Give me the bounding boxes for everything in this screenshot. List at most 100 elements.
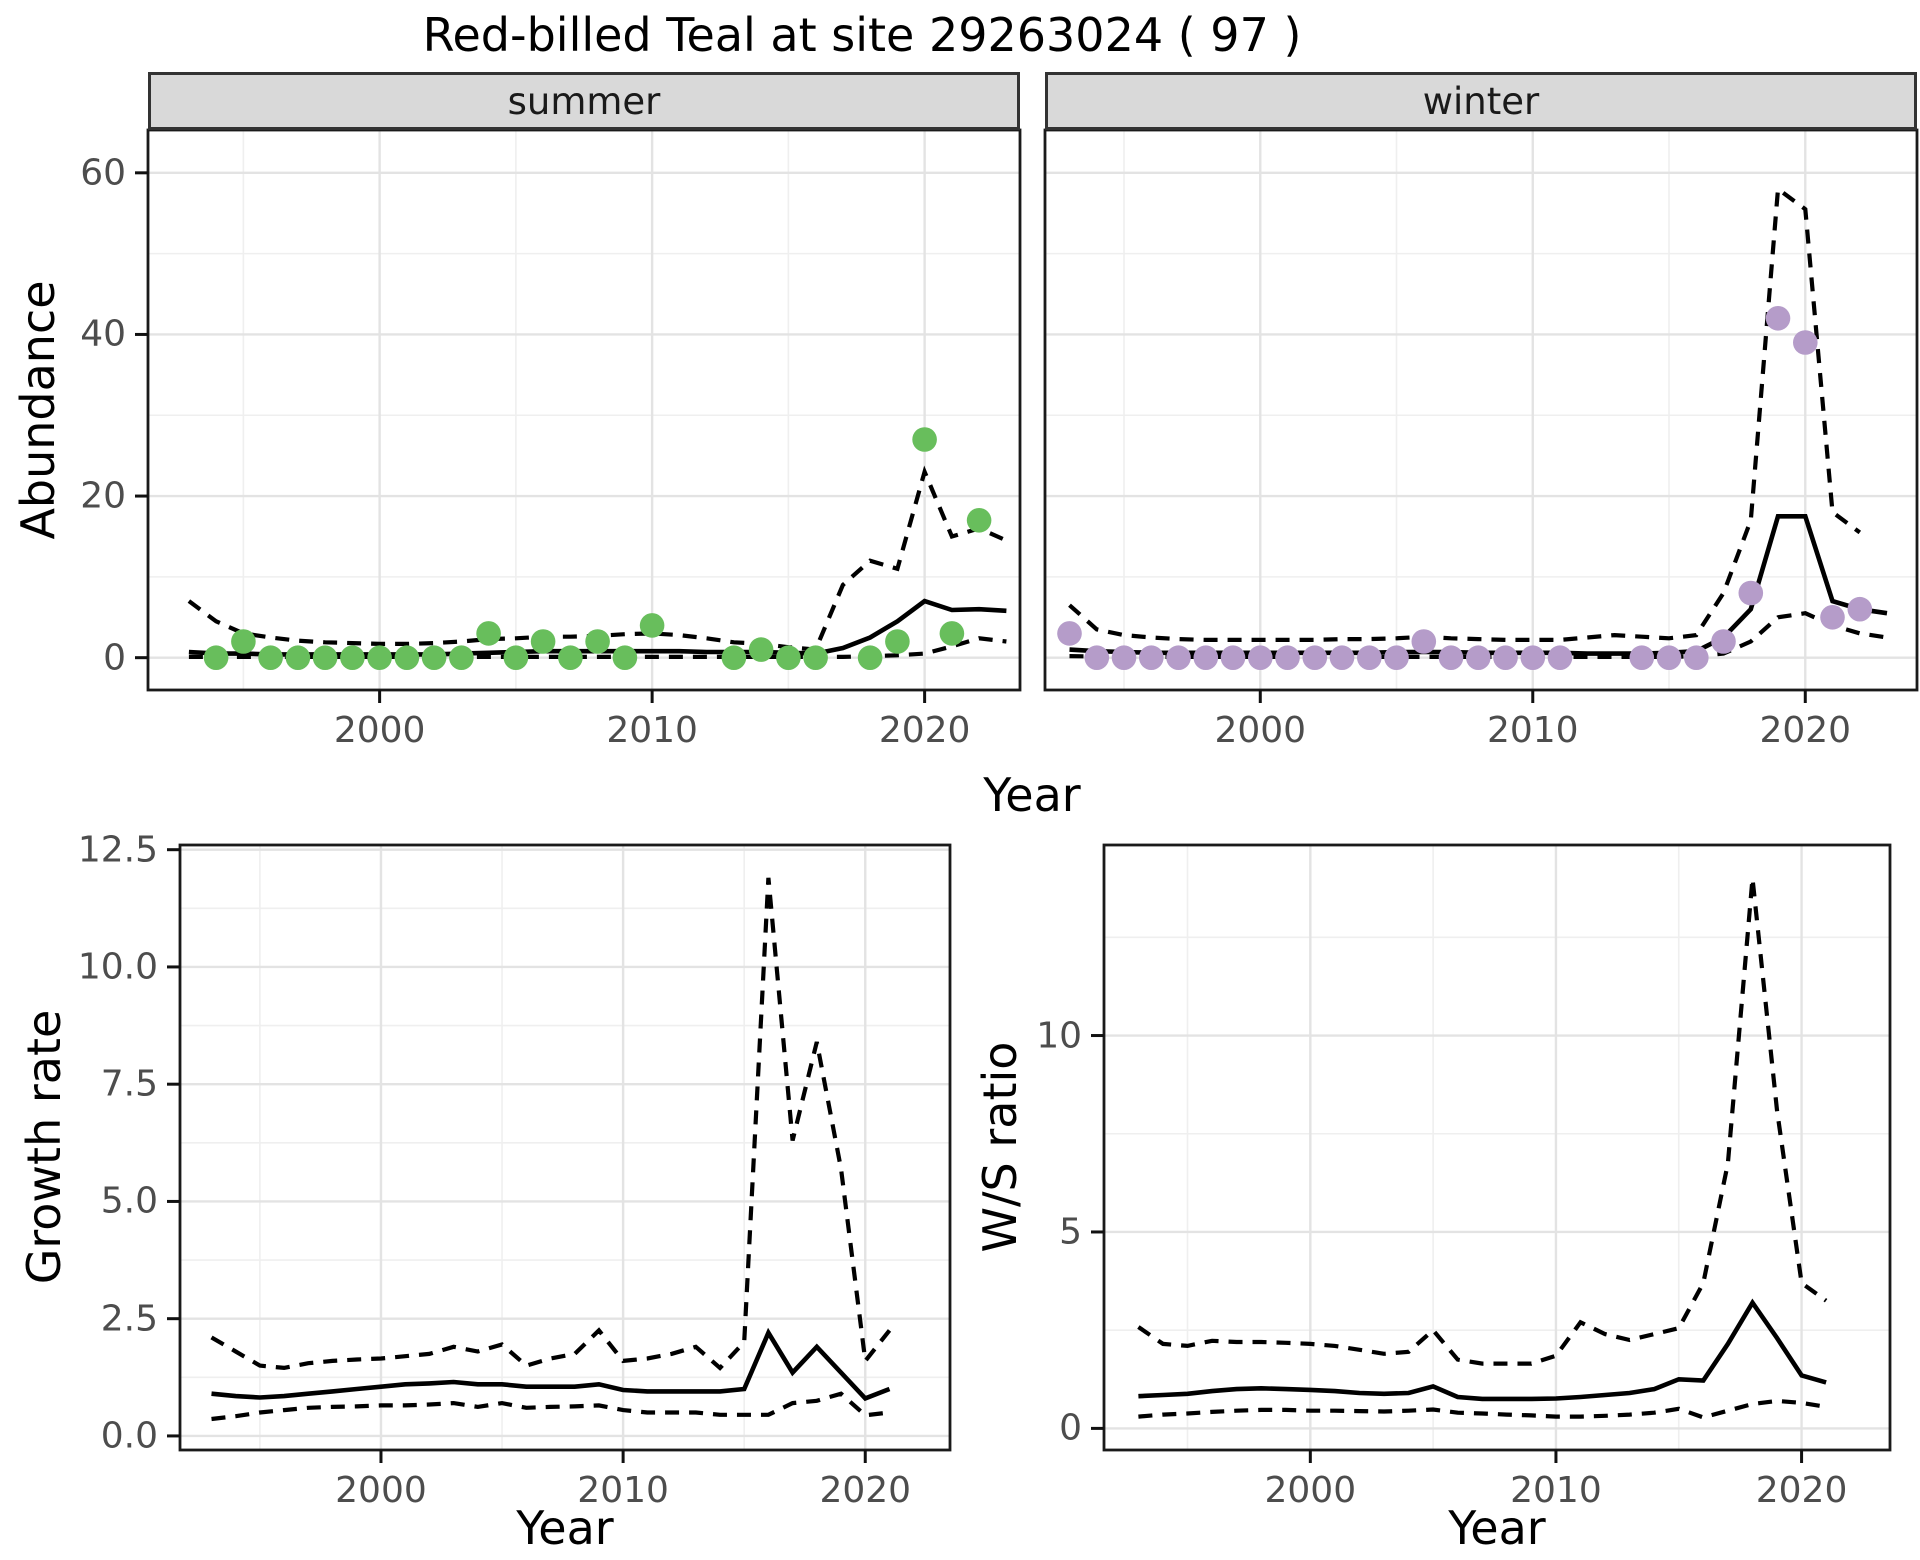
data-point	[1139, 645, 1164, 670]
data-point	[1656, 645, 1682, 670]
series-line-upper_ci	[187, 465, 1008, 652]
facet-label-summer: summer	[507, 79, 661, 123]
data-point	[285, 645, 311, 670]
data-point	[1275, 645, 1300, 670]
panel-ws	[1091, 843, 1892, 1463]
y-tick-label: 40	[80, 313, 126, 355]
data-point	[721, 645, 747, 670]
panel-border	[1102, 843, 1892, 1452]
data-point	[857, 645, 883, 670]
y-tick-label: 0.0	[100, 1415, 158, 1457]
series-line-lower_ci	[188, 636, 1007, 659]
data-point	[1847, 596, 1873, 622]
facet-strip-winter: winter	[1045, 72, 1917, 130]
data-point	[885, 629, 910, 654]
y-tick-label: 60	[80, 152, 126, 194]
y-tick-label: 0	[1059, 1407, 1082, 1449]
x-axis-title-year-top: Year	[983, 768, 1081, 822]
y-tick-label: 10.0	[77, 946, 158, 988]
y-tick-label: 12.5	[77, 829, 158, 871]
facet-label-winter: winter	[1422, 79, 1540, 123]
panel-growth	[167, 843, 952, 1463]
data-point	[1111, 645, 1137, 670]
data-point	[1357, 645, 1382, 670]
y-axis-title-ws-ratio: W/S ratio	[973, 1041, 1027, 1253]
y-tick-label: 2.5	[100, 1298, 158, 1340]
x-tick-label: 2000	[1214, 710, 1307, 751]
data-point	[1765, 306, 1791, 331]
panel-border	[1043, 128, 1919, 692]
data-point	[612, 645, 638, 670]
y-axis-title-abundance: Abundance	[11, 280, 65, 540]
data-point	[585, 629, 610, 654]
data-point	[231, 629, 256, 654]
data-point	[1547, 645, 1573, 670]
data-point	[1248, 645, 1273, 670]
series-line-upper_ci	[210, 877, 892, 1371]
data-point	[1629, 645, 1655, 670]
data-point	[1684, 645, 1709, 670]
data-point	[966, 508, 992, 533]
y-tick-label: 20	[80, 475, 126, 517]
data-point	[1466, 645, 1491, 670]
x-tick-label: 2000	[335, 1470, 427, 1511]
data-point	[340, 645, 365, 670]
y-axis-title-growth-rate: Growth rate	[17, 1009, 71, 1285]
panel-border	[146, 128, 1022, 692]
data-point	[1711, 629, 1736, 654]
data-point	[203, 645, 229, 670]
x-tick-label: 2020	[878, 710, 971, 751]
data-point	[1302, 645, 1328, 670]
data-point	[1193, 645, 1219, 670]
data-point	[776, 645, 801, 670]
panel-winter	[1043, 128, 1919, 703]
series-line-median	[211, 1327, 891, 1402]
data-point	[803, 645, 828, 670]
data-point	[912, 427, 937, 452]
data-point	[1411, 629, 1437, 654]
data-point	[1084, 645, 1110, 670]
y-tick-label: 5.0	[100, 1180, 158, 1222]
x-tick-label: 2020	[1759, 710, 1852, 751]
panel-border	[178, 843, 952, 1452]
data-point	[367, 645, 392, 670]
x-axis-title-year-bottom-right: Year	[1448, 1501, 1546, 1555]
data-point	[1166, 645, 1191, 670]
data-point	[748, 637, 774, 662]
x-tick-label: 2020	[819, 1470, 912, 1511]
x-tick-label: 2000	[333, 710, 426, 751]
series-line-upper_ci	[1068, 185, 1862, 642]
x-tick-label: 2010	[1486, 710, 1579, 751]
data-point	[476, 621, 501, 646]
data-point	[1384, 645, 1409, 670]
data-point	[503, 645, 529, 670]
data-point	[1738, 580, 1764, 606]
x-tick-label: 2020	[1755, 1470, 1848, 1511]
data-point	[1438, 645, 1464, 670]
data-point	[1520, 645, 1546, 670]
x-tick-label: 2010	[577, 1470, 669, 1511]
data-point	[394, 645, 420, 670]
data-point	[939, 621, 965, 646]
data-point	[530, 629, 556, 654]
data-point	[449, 645, 474, 670]
data-point	[1220, 645, 1246, 670]
x-tick-label: 2010	[606, 710, 698, 751]
series-line-median	[1069, 514, 1888, 656]
series-line-median	[1138, 1298, 1827, 1402]
data-point	[1493, 645, 1518, 670]
plot-title: Red-billed Teal at site 29263024 ( 97 )	[422, 8, 1302, 62]
data-point	[1057, 621, 1082, 646]
data-point	[258, 645, 283, 670]
series-line-lower_ci	[211, 1391, 890, 1422]
y-tick-label: 5	[1059, 1211, 1082, 1253]
x-tick-label: 2010	[1510, 1470, 1602, 1511]
y-tick-label: 7.5	[100, 1063, 158, 1105]
x-tick-label: 2000	[1264, 1470, 1357, 1511]
data-point	[421, 645, 447, 670]
panel-summer	[135, 128, 1022, 703]
data-point	[1329, 645, 1355, 670]
facet-strip-summer: summer	[148, 72, 1020, 130]
